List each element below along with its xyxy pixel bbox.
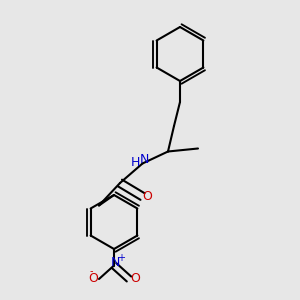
Text: +: + xyxy=(118,253,125,263)
Text: H: H xyxy=(130,155,140,169)
Text: N: N xyxy=(140,153,150,167)
Text: -: - xyxy=(90,266,93,277)
Text: O: O xyxy=(88,272,98,286)
Text: O: O xyxy=(142,190,152,203)
Text: O: O xyxy=(130,272,140,286)
Text: N: N xyxy=(111,256,120,269)
